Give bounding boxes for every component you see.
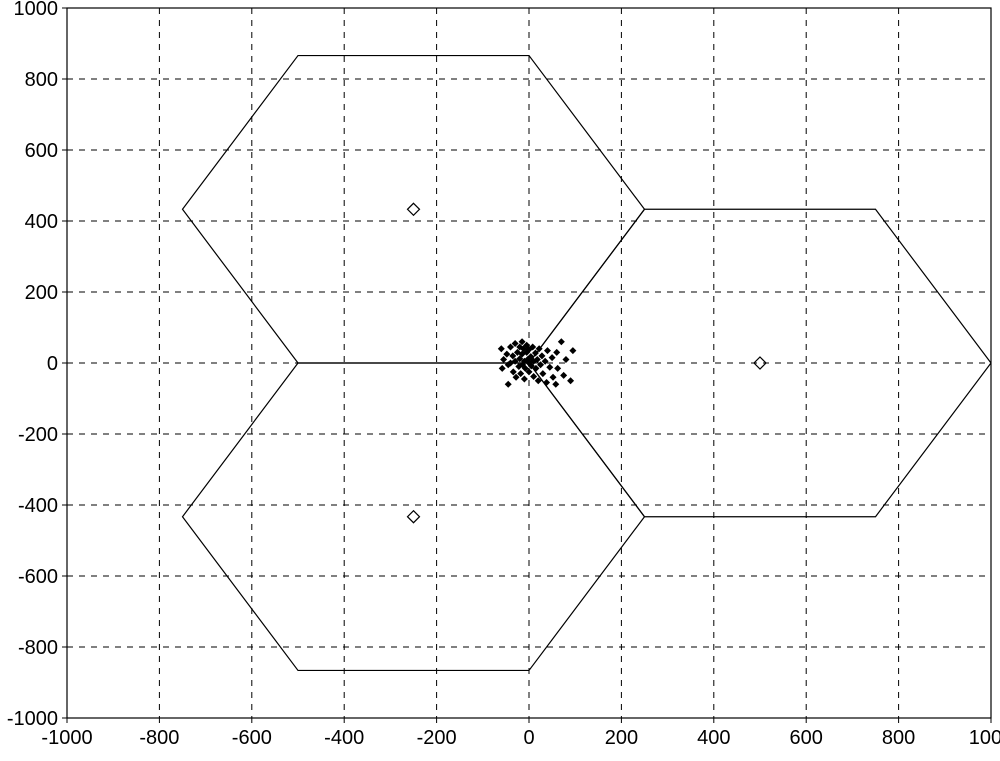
scatter-point	[569, 347, 576, 354]
axis-ticks: -1000 -800 -600 -400 -200 0 200 400 600 800 1000 -1…	[7, 0, 1000, 749]
ytick-label: -1000	[7, 708, 58, 730]
ytick-label: 200	[25, 282, 58, 304]
scatter-point	[544, 347, 551, 354]
hexagon-0	[183, 56, 645, 363]
scatter-point	[550, 374, 557, 381]
scatter-point	[521, 375, 528, 382]
xtick-label: 0	[523, 727, 534, 749]
xtick-label: -200	[417, 727, 457, 749]
scatter-point	[562, 356, 569, 363]
chart-svg: -1000 -800 -600 -400 -200 0 200 400 600 800 1000 -1…	[0, 0, 1000, 761]
ytick-label: -800	[18, 637, 58, 659]
xtick-label: 1000	[969, 727, 1000, 749]
scatter-point	[543, 379, 550, 386]
ytick-label: -400	[18, 495, 58, 517]
ytick-label: -200	[18, 424, 58, 446]
hexagon-center-marker-0	[408, 203, 420, 215]
scatter-point	[560, 372, 567, 379]
scatter-point	[500, 356, 507, 363]
scatter-point	[539, 370, 546, 377]
ytick-label: 800	[25, 69, 58, 91]
scatter-point	[503, 351, 510, 358]
ytick-label: 400	[25, 211, 58, 233]
ytick-label: -600	[18, 566, 58, 588]
hexagon-scatter-chart: -1000 -800 -600 -400 -200 0 200 400 600 800 1000 -1…	[0, 0, 1000, 761]
xtick-label: -400	[324, 727, 364, 749]
scatter-point	[530, 373, 537, 380]
scatter-point	[546, 364, 553, 371]
xtick-label: -1000	[41, 727, 92, 749]
ytick-label: 600	[25, 140, 58, 162]
scatter-point	[552, 381, 559, 388]
xtick-label: -800	[139, 727, 179, 749]
hexagon-center-marker-2	[408, 511, 420, 523]
xtick-label: 800	[882, 727, 915, 749]
scatter-point	[553, 349, 560, 356]
scatter-point	[549, 354, 556, 361]
scatter-point	[567, 377, 574, 384]
scatter-point	[558, 338, 565, 345]
scatter-point	[505, 381, 512, 388]
scatter-point	[554, 365, 561, 372]
xtick-label: 200	[605, 727, 638, 749]
xtick-label: -600	[232, 727, 272, 749]
scatter-point	[498, 345, 505, 352]
xtick-label: 600	[790, 727, 823, 749]
ytick-label: 1000	[14, 0, 59, 20]
scatter-point	[499, 365, 506, 372]
xtick-label: 400	[697, 727, 730, 749]
ytick-label: 0	[47, 353, 58, 375]
